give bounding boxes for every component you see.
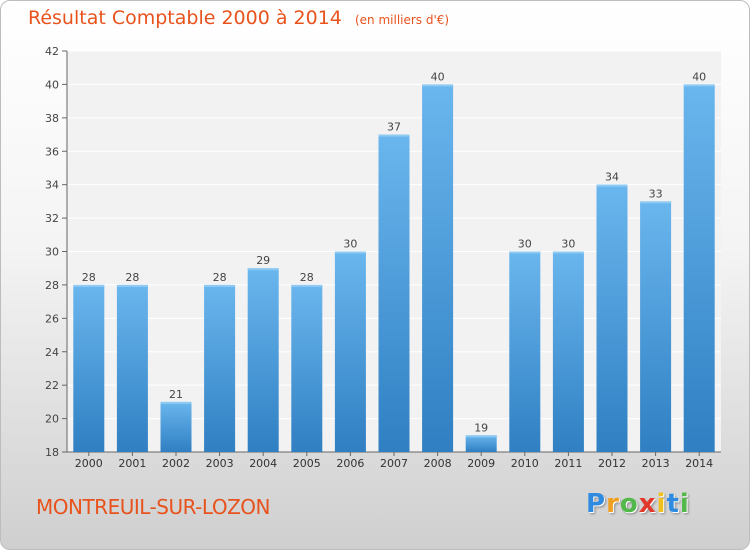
bar-2013 [640,201,672,452]
y-tick-label: 36 [45,145,59,158]
chart-title-block: Résultat Comptable 2000 à 2014 (en milli… [28,7,449,29]
data-label-2012: 34 [605,171,619,184]
y-tick-label: 20 [45,413,59,426]
logo-letter: o [619,489,639,519]
data-label-2009: 19 [474,421,488,434]
bar-highlight [509,251,541,254]
bar-highlight [73,284,105,287]
y-tick-label: 32 [45,212,59,225]
data-label-2004: 29 [256,254,270,267]
y-tick-label: 24 [45,346,59,359]
chart-subtitle: (en milliers d'€) [354,13,450,27]
bar-highlight [465,435,497,438]
proxiti-logo: Proxiti [586,489,690,519]
x-tick-label-2000: 2000 [75,457,103,470]
bar-highlight [683,84,715,87]
x-tick-label-2011: 2011 [554,457,582,470]
x-tick-label-2010: 2010 [511,457,539,470]
bar-2000 [73,284,105,452]
bar-highlight [160,401,192,404]
x-tick-label-2005: 2005 [293,457,321,470]
bar-highlight [204,284,236,287]
data-label-2010: 30 [518,238,532,251]
logo-letter: i [679,489,690,519]
x-tick-label-2012: 2012 [598,457,626,470]
logo-letter: x [638,489,657,519]
bar-highlight [552,251,584,254]
y-tick-label: 34 [45,179,59,192]
bar-highlight [378,134,410,137]
bar-highlight [291,284,323,287]
y-tick-label: 22 [45,379,59,392]
x-tick-label-2007: 2007 [380,457,408,470]
y-tick-label: 18 [45,446,59,459]
bar-2008 [422,84,454,453]
bar-2001 [116,284,148,452]
data-label-2008: 40 [431,70,445,83]
bar-2011 [552,251,584,452]
chart-title: Résultat Comptable 2000 à 2014 [28,7,342,29]
data-label-2002: 21 [169,388,183,401]
data-label-2011: 30 [561,238,575,251]
data-label-2014: 40 [692,70,706,83]
y-tick-label: 30 [45,246,59,259]
data-label-2013: 33 [649,187,663,200]
y-tick-label: 40 [45,78,59,91]
x-tick-label-2009: 2009 [467,457,495,470]
bar-2003 [204,284,236,452]
data-label-2003: 28 [213,271,227,284]
bar-2009 [465,435,497,452]
bar-highlight [596,184,628,187]
data-label-2000: 28 [82,271,96,284]
x-tick-label-2008: 2008 [424,457,452,470]
y-tick-label: 42 [45,45,59,58]
bar-highlight [334,251,366,254]
bar-2006 [334,251,366,452]
bar-2010 [509,251,541,452]
bar-2005 [291,284,323,452]
x-tick-label-2006: 2006 [336,457,364,470]
x-tick-label-2001: 2001 [118,457,146,470]
data-label-2001: 28 [125,271,139,284]
city-name: MONTREUIL-SUR-LOZON [36,495,270,519]
bar-2014 [683,84,715,453]
bar-2012 [596,184,628,452]
bar-highlight [640,201,672,204]
bar-2007 [378,134,410,452]
logo-letter: r [606,489,620,519]
x-tick-label-2014: 2014 [685,457,713,470]
x-tick-label-2003: 2003 [206,457,234,470]
bar-highlight [116,284,148,287]
data-label-2006: 30 [343,238,357,251]
y-tick-label: 28 [45,279,59,292]
y-tick-label: 26 [45,312,59,325]
x-tick-label-2013: 2013 [642,457,670,470]
bar-highlight [422,84,454,87]
logo-letter: P [586,489,607,519]
y-tick-label: 38 [45,112,59,125]
data-label-2007: 37 [387,121,401,134]
data-label-2005: 28 [300,271,314,284]
x-tick-label-2004: 2004 [249,457,277,470]
logo-letter: t [666,489,680,519]
x-tick-label-2002: 2002 [162,457,190,470]
bar-2002 [160,401,192,452]
bar-highlight [247,268,279,271]
logo-letter: i [656,489,667,519]
bar-2004 [247,268,279,452]
